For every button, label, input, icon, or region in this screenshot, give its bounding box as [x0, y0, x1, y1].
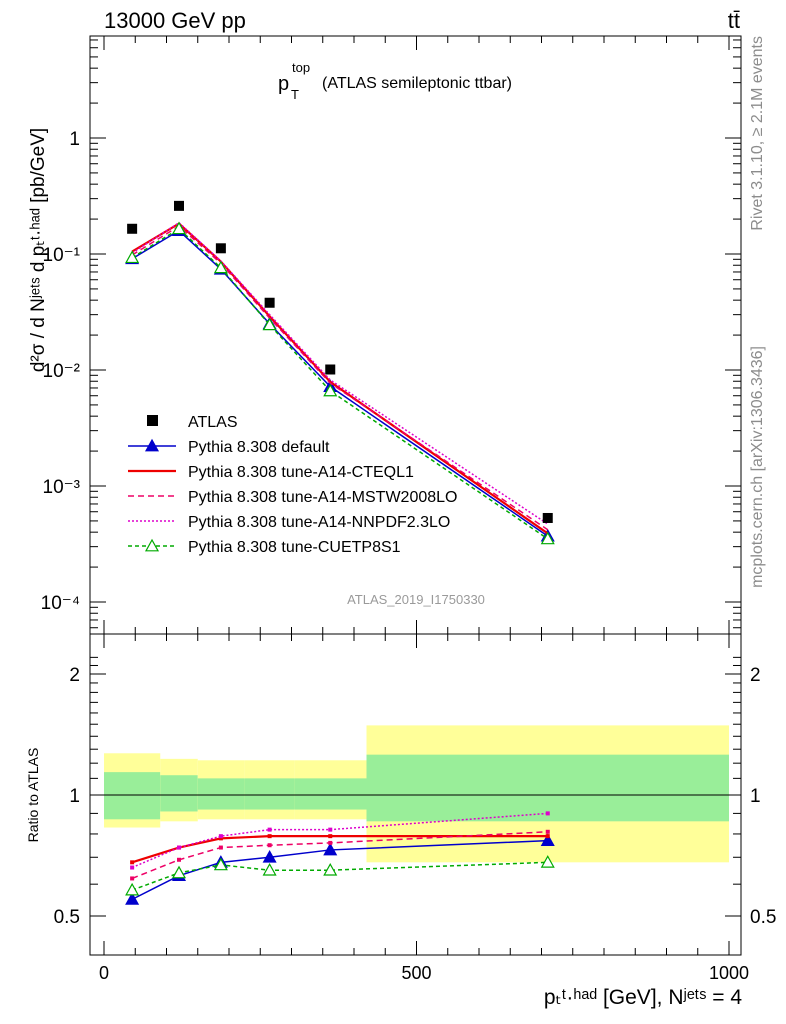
series-1-main-line: [131, 222, 549, 535]
series-1-ratio-point: [218, 836, 223, 841]
rivet-label: Rivet 3.1.10, ≥ 2.1M events: [749, 36, 766, 231]
series-4-ratio-point: [125, 882, 140, 896]
series-3-ratio-point: [218, 834, 223, 839]
xlabel: pₜᵗ·ʰᵃᵈ [GeV], Nʲᵉᵗˢ = 4: [544, 986, 742, 1009]
series-4-ratio-line: [131, 861, 548, 891]
series-0-ratio-point: [540, 833, 555, 847]
plot-title-sub: T: [291, 87, 299, 102]
series-4-main-point: [171, 221, 187, 235]
legend-marker: [144, 438, 160, 452]
series-0-ratio-point: [323, 842, 338, 856]
ratio-tick-label-right: 0.5: [750, 907, 776, 928]
ratio-tick-label-left: 1: [69, 786, 80, 807]
series-0-ratio-point: [262, 850, 277, 863]
uncertainty-band-inner: [294, 778, 367, 810]
ratio-tick-label-left: 0.5: [54, 907, 80, 928]
uncertainty-band-inner: [160, 775, 198, 812]
ratio-ylabel: Ratio to ATLAS: [25, 748, 41, 843]
legend-label: Pythia 8.308 default: [188, 439, 330, 456]
ratio-tick-label-right: 2: [750, 665, 761, 686]
series-3-ratio-point: [130, 865, 135, 870]
series-2-ratio-line: [131, 831, 548, 880]
legend-label: Pythia 8.308 tune-A14-CTEQL1: [188, 464, 414, 481]
series-4-main-point: [262, 317, 277, 331]
x-tick-label: 0: [99, 963, 109, 983]
atlas-data-point: [542, 512, 553, 523]
series-2-ratio-point: [218, 845, 223, 850]
series-2-ratio-point: [177, 857, 181, 862]
series-3-ratio-line: [131, 812, 548, 869]
series-4-main-point: [125, 250, 140, 264]
main-ylabel: d²σ / d Nʲᵉᵗˢ d pₜᵗ·ʰᵃᵈ [pb/GeV]: [28, 128, 49, 372]
plot-title-rest: (ATLAS semileptonic ttbar): [322, 75, 512, 92]
atlas-data-point: [174, 200, 184, 211]
series-3-main-line: [131, 221, 549, 525]
series-2-ratio-point: [130, 876, 135, 881]
series-3-ratio-point: [177, 845, 181, 850]
series-4-ratio-point: [213, 857, 228, 871]
ratio-plot-layer: [90, 794, 741, 905]
mcplots-label: mcplots.cern.ch [arXiv:1306.3436]: [749, 346, 766, 588]
y-tick-label: 10⁻⁴: [41, 593, 80, 614]
y-tick-label: 10⁻¹: [43, 245, 81, 266]
atlas-data-point: [264, 297, 275, 308]
series-1-ratio-point: [545, 834, 550, 839]
legend-label: ATLAS: [188, 414, 238, 431]
y-tick-label: 10⁻²: [43, 361, 81, 382]
legend-marker-atlas: [147, 415, 158, 426]
uncertainty-band-inner: [104, 772, 161, 820]
energy-label: 13000 GeV pp: [104, 8, 246, 33]
series-3-ratio-point: [267, 827, 272, 832]
process-label: tt̄: [728, 8, 740, 33]
series-1-ratio-point: [328, 834, 333, 839]
legend-label: Pythia 8.308 tune-A14-NNPDF2.3LO: [188, 514, 450, 531]
series-1-ratio-line: [131, 835, 548, 864]
analysis-id: ATLAS_2019_I1750330: [347, 592, 485, 607]
atlas-data-point: [127, 223, 138, 234]
series-0-ratio-line: [131, 839, 548, 901]
series-3-ratio-point: [545, 811, 550, 816]
main-plot-layer: [125, 200, 555, 545]
legend-marker: [144, 538, 160, 552]
legend-label: Pythia 8.308 tune-A14-MSTW2008LO: [188, 489, 457, 506]
uncertainty-band-inner: [197, 778, 245, 810]
series-4-main-line: [131, 227, 549, 540]
series-4-main-point: [323, 383, 338, 397]
y-tick-label: 1: [69, 129, 80, 150]
legend: ATLAS Pythia 8.308 default Pythia 8.308 tu…: [128, 414, 457, 556]
axes-layer: 0 500 1000 1 10⁻¹ 10⁻² 10⁻³ 10⁻⁴ 2 2 1 1 0.5 0.5: [41, 35, 776, 983]
series-4-ratio-point: [262, 862, 277, 876]
x-tick-label: 1000: [709, 963, 749, 983]
atlas-data-point: [215, 243, 226, 254]
series-4-ratio-point: [540, 855, 555, 868]
series-4-main-point: [540, 531, 555, 545]
series-2-ratio-point: [267, 843, 272, 848]
x-tick-label: 500: [401, 963, 431, 983]
series-1-ratio-point: [130, 860, 135, 865]
uncertainty-band-inner: [244, 778, 295, 810]
series-0-ratio-point: [125, 892, 140, 905]
uncertainty-band-inner: [366, 754, 729, 822]
series-2-ratio-point: [545, 829, 550, 834]
series-1-ratio-point: [267, 834, 272, 839]
series-4-ratio-point: [323, 862, 338, 876]
series-2-main-line: [131, 225, 549, 531]
series-4-ratio-point: [171, 865, 187, 879]
ratio-bands-layer: [104, 725, 729, 863]
atlas-data-point: [325, 364, 336, 375]
ratio-tick-label-right: 1: [750, 786, 761, 807]
series-2-ratio-point: [328, 840, 333, 845]
ratio-tick-label-left: 2: [69, 665, 80, 686]
plot-title-main: p: [278, 73, 289, 95]
plot-title-sup: top: [292, 60, 310, 75]
series-3-ratio-point: [328, 827, 333, 832]
series-4-main-point: [213, 260, 228, 274]
y-tick-label: 10⁻³: [43, 477, 81, 498]
legend-label: Pythia 8.308 tune-CUETP8S1: [188, 539, 401, 556]
